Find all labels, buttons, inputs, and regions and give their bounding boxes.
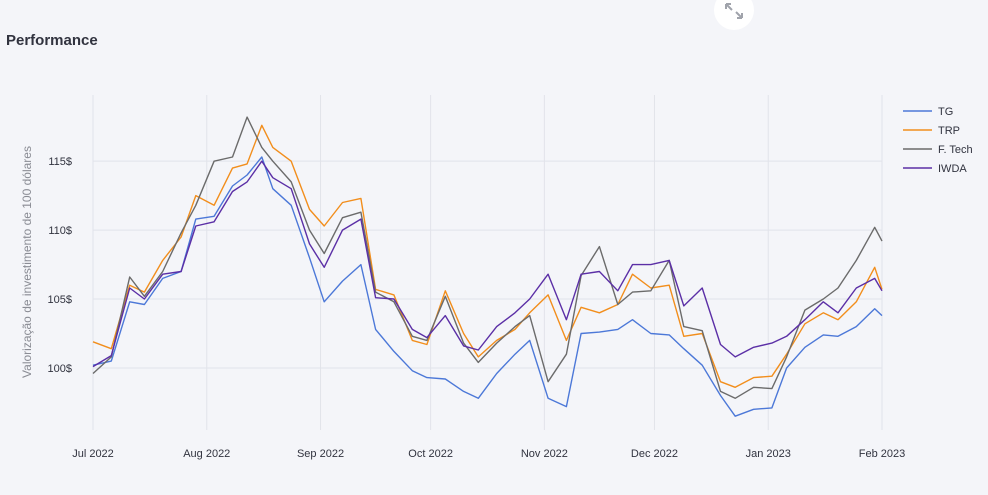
x-tick-label: Feb 2023	[859, 448, 905, 460]
y-axis-ticks: 100$ 105$ 110$ 115$	[48, 156, 72, 375]
x-axis-ticks: Jul 2022 Aug 2022 Sep 2022 Oct 2022 Nov 2022…	[72, 448, 905, 460]
y-axis-label: Valorização de investimento de 100 dólar…	[20, 146, 34, 378]
x-tick-label: Jul 2022	[72, 448, 114, 460]
legend-label: TRP	[938, 125, 960, 137]
legend-item[interactable]: F. Tech	[903, 144, 973, 156]
x-tick-label: Jan 2023	[746, 448, 791, 460]
legend-item[interactable]: IWDA	[903, 163, 967, 175]
series-line-iwda	[92, 160, 883, 368]
x-tick-label: Sep 2022	[297, 448, 344, 460]
page-title: Performance	[6, 32, 98, 49]
legend-item[interactable]: TG	[903, 106, 953, 118]
y-tick-label: 115$	[48, 156, 72, 168]
x-tick-label: Nov 2022	[521, 448, 568, 460]
x-tick-label: Dec 2022	[631, 448, 678, 460]
series-line-trp	[92, 124, 883, 388]
series-lines	[92, 116, 883, 417]
grid-lines	[92, 95, 883, 430]
expand-icon	[725, 3, 743, 19]
legend-label: F. Tech	[938, 144, 973, 156]
legend-label: TG	[938, 106, 953, 118]
y-tick-label: 100$	[48, 363, 72, 375]
y-tick-label: 110$	[48, 225, 72, 237]
series-line-tg	[92, 156, 883, 417]
x-tick-label: Aug 2022	[183, 448, 230, 460]
y-tick-label: 105$	[48, 294, 72, 306]
legend: TG TRP F. Tech IWDA	[903, 106, 973, 175]
x-tick-label: Oct 2022	[408, 448, 453, 460]
legend-item[interactable]: TRP	[903, 125, 960, 137]
legend-label: IWDA	[938, 163, 967, 175]
series-line-f-tech	[92, 116, 883, 399]
